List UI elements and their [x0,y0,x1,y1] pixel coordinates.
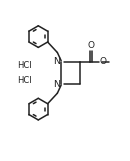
Text: N: N [54,80,61,89]
Text: HCl: HCl [17,61,32,70]
Text: N: N [54,57,61,66]
Text: HCl: HCl [17,76,32,85]
Text: O: O [100,57,107,66]
Text: O: O [87,41,94,50]
